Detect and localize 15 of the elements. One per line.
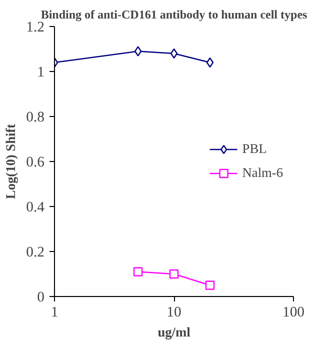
y-tick-label: 0.8	[26, 110, 45, 126]
legend-label: Nalm-6	[242, 165, 283, 181]
y-tick-label: 1	[37, 64, 44, 80]
y-axis-title: Log(10) Shift	[3, 123, 18, 200]
y-tick-label: 1.2	[26, 20, 45, 36]
y-tick-label: 0	[37, 290, 44, 306]
legend-label: PBL	[242, 141, 267, 157]
y-tick-label: 0.4	[26, 200, 46, 216]
x-axis-title: ug/ml	[158, 324, 191, 340]
x-tick-label: 1	[50, 304, 58, 320]
chart-title: Binding of anti-CD161 antibody to human cell types	[40, 8, 308, 22]
y-tick-label: 0.2	[26, 244, 45, 260]
x-tick-label: 10	[166, 304, 182, 320]
y-tick-label: 0.6	[26, 154, 45, 170]
x-tick-label: 100	[282, 304, 304, 320]
